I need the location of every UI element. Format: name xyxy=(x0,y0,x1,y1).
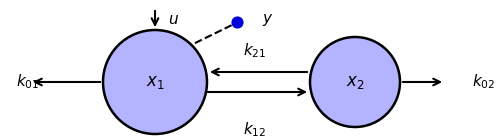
Ellipse shape xyxy=(310,37,400,127)
Point xyxy=(233,21,241,23)
Ellipse shape xyxy=(103,30,207,134)
Text: $k_{21}$: $k_{21}$ xyxy=(244,41,266,60)
Text: $k_{01}$: $k_{01}$ xyxy=(16,73,40,91)
Text: $x_2$: $x_2$ xyxy=(346,73,364,91)
Text: $y$: $y$ xyxy=(262,12,274,28)
Text: $x_1$: $x_1$ xyxy=(146,73,165,91)
Text: $k_{02}$: $k_{02}$ xyxy=(472,73,496,91)
Text: $k_{12}$: $k_{12}$ xyxy=(244,120,266,139)
Text: $u$: $u$ xyxy=(168,12,179,27)
